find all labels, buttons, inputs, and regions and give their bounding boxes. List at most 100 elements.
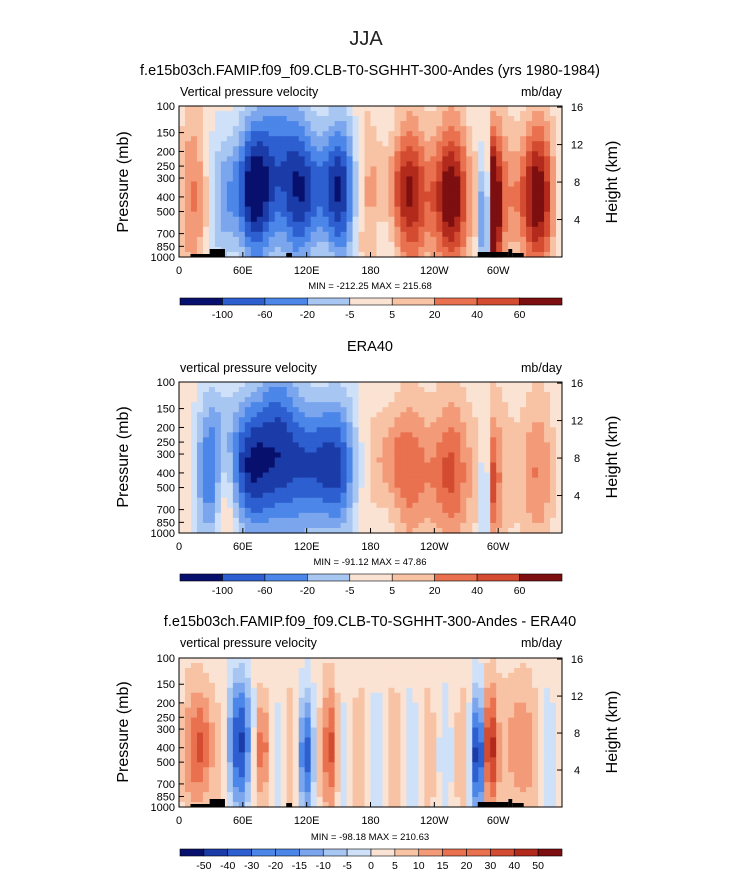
heatmap-cell xyxy=(179,236,186,243)
heatmap-cell xyxy=(472,166,479,173)
heatmap-cell xyxy=(316,692,324,699)
heatmap-cell xyxy=(424,146,431,152)
heatmap-cell xyxy=(262,467,270,474)
heatmap-cell xyxy=(220,462,228,469)
heatmap-cell xyxy=(484,191,491,198)
heatmap-cell xyxy=(472,141,479,147)
heatmap-cell xyxy=(268,658,276,664)
heatmap-cell xyxy=(358,477,366,484)
heatmap-cell xyxy=(268,732,276,739)
heatmap-cell xyxy=(454,517,461,524)
heatmap-cell xyxy=(256,472,264,479)
heatmap-cell xyxy=(430,216,437,223)
heatmap-cell xyxy=(179,231,186,238)
heatmap-cell xyxy=(460,687,467,694)
heatmap-cell xyxy=(244,221,252,228)
heatmap-cell xyxy=(298,662,306,669)
heatmap-cell xyxy=(310,402,318,408)
heatmap-cell xyxy=(412,226,419,233)
heatmap-cell xyxy=(514,717,521,724)
heatmap-cell xyxy=(478,502,485,509)
heatmap-cell xyxy=(370,236,378,243)
heatmap-cell xyxy=(328,667,336,674)
heatmap-cell xyxy=(442,206,449,213)
heatmap-cell xyxy=(292,156,300,162)
heatmap-cell xyxy=(442,492,449,499)
heatmap-cell xyxy=(334,191,342,198)
heatmap-cell xyxy=(472,507,479,514)
heatmap-cell xyxy=(364,141,372,147)
heatmap-cell xyxy=(262,206,270,213)
heatmap-cell xyxy=(394,512,402,519)
heatmap-cell xyxy=(406,387,413,393)
heatmap-cell xyxy=(352,662,360,669)
heatmap-cell xyxy=(268,512,276,519)
heatmap-cell xyxy=(280,477,288,484)
heatmap-cell xyxy=(520,392,527,398)
heatmap-cell xyxy=(358,502,366,509)
heatmap-cell xyxy=(382,407,390,413)
heatmap-cell xyxy=(226,161,234,167)
heatmap-cell xyxy=(514,201,521,208)
heatmap-cell xyxy=(442,512,449,519)
heatmap-cell xyxy=(208,407,216,413)
heatmap-cell xyxy=(412,732,419,739)
heatmap-cell xyxy=(514,206,521,213)
heatmap-cell xyxy=(334,146,342,152)
heatmap-cell xyxy=(412,221,419,228)
heatmap-cell xyxy=(292,241,300,248)
y-tick-label: 200 xyxy=(157,146,175,158)
heatmap-cell xyxy=(478,662,485,669)
heatmap-cell xyxy=(520,241,527,248)
heatmap-cell xyxy=(394,467,402,474)
heatmap-cell xyxy=(538,156,545,162)
heatmap-cell xyxy=(526,502,533,509)
heatmap-cell xyxy=(544,181,551,188)
heatmap-cell xyxy=(358,717,366,724)
heatmap-cell xyxy=(484,497,491,504)
heatmap-cell xyxy=(460,146,467,152)
heatmap-cell xyxy=(184,412,192,418)
heatmap-cell xyxy=(406,507,413,514)
heatmap-cell xyxy=(448,492,455,499)
heatmap-cell xyxy=(478,727,485,734)
heatmap-cell xyxy=(214,382,222,388)
heatmap-cell xyxy=(220,196,228,203)
heatmap-cell xyxy=(370,166,378,173)
heatmap-cell xyxy=(256,387,264,393)
heatmap-cell xyxy=(292,151,300,157)
heatmap-cell xyxy=(436,196,443,203)
heatmap-cell xyxy=(550,116,557,122)
heatmap-cell xyxy=(364,437,372,443)
heatmap-cell xyxy=(430,241,437,248)
heatmap-cell xyxy=(268,682,276,689)
heatmap-cell xyxy=(358,658,366,664)
heatmap-cell xyxy=(496,116,503,122)
heatmap-cell xyxy=(304,462,312,469)
heatmap-cell xyxy=(508,687,515,694)
heatmap-cell xyxy=(454,467,461,474)
colorbar: -100 -60 -20 -5 5 20 40 60 xyxy=(179,573,563,597)
heatmap-cell xyxy=(334,106,342,112)
heatmap-cell xyxy=(214,397,222,403)
heatmap-cell xyxy=(244,171,252,178)
heatmap-cell xyxy=(250,206,258,213)
heatmap-cell xyxy=(418,226,425,233)
heatmap-cell xyxy=(466,432,473,438)
heatmap-cell xyxy=(430,512,437,519)
heatmap-cell xyxy=(550,527,557,534)
heatmap-cell xyxy=(490,707,497,714)
heatmap-cell xyxy=(502,662,509,669)
heatmap-cell xyxy=(208,196,216,203)
heatmap-cell xyxy=(526,397,533,403)
heatmap-cell xyxy=(274,677,282,684)
heatmap-cell xyxy=(550,492,557,499)
heatmap-cell xyxy=(430,251,437,258)
heatmap-cell xyxy=(376,442,384,449)
heatmap-cell xyxy=(304,166,312,173)
heatmap-cell xyxy=(388,527,396,534)
heatmap-cell xyxy=(316,412,324,418)
heatmap-cell xyxy=(388,111,396,117)
heatmap-cell xyxy=(298,131,306,137)
heatmap-cell xyxy=(262,407,270,413)
